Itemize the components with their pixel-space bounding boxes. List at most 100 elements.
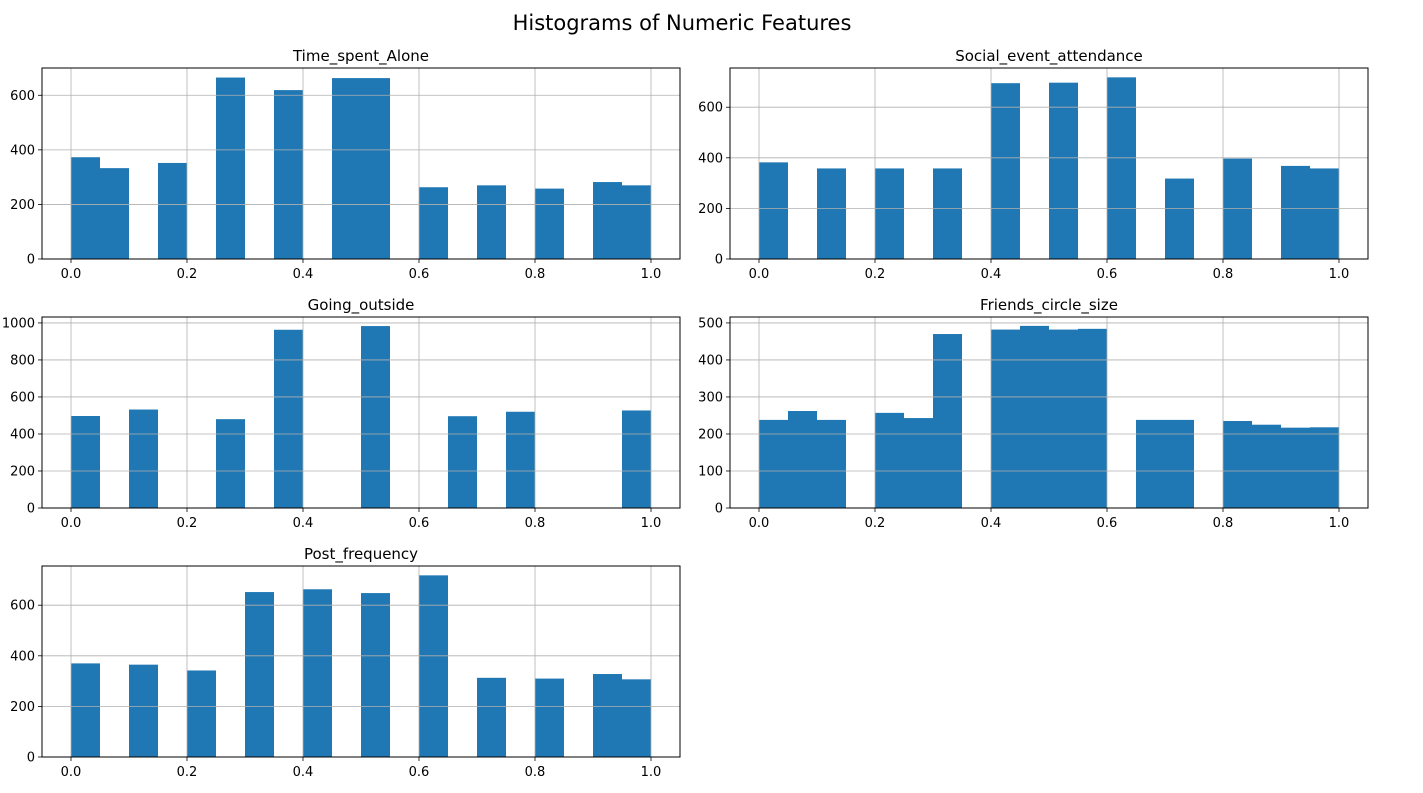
histogram-panel-4: Friends_circle_size 0.0 0.2 0.4 0.6 0.8 1.0 0 10… [698, 296, 1369, 531]
x-tick-label: 0.6 [409, 267, 430, 282]
histogram-bar [1310, 427, 1339, 508]
histogram-bar [1281, 165, 1310, 259]
x-tick-label: 0.6 [1097, 516, 1118, 531]
histogram-bar [759, 419, 788, 508]
histogram-bar [991, 329, 1020, 508]
histogram-bar [419, 187, 448, 259]
x-tick-label: 0.8 [525, 267, 546, 282]
y-tick-label: 300 [698, 390, 723, 405]
histogram-bar [875, 412, 904, 508]
histogram-bar [1165, 178, 1194, 259]
bars [71, 575, 651, 757]
histogram-bar [1252, 424, 1281, 508]
x-tick-label: 0.0 [61, 516, 82, 531]
histogram-bar [332, 78, 361, 259]
histogram-bar [506, 411, 535, 508]
bars [71, 77, 651, 259]
x-tick-label: 0.6 [1097, 267, 1118, 282]
x-tick-label: 0.4 [981, 516, 1002, 531]
histogram-bar [71, 663, 100, 757]
histogram-bar [216, 419, 245, 508]
y-tick-label: 400 [10, 143, 35, 158]
histogram-bar [1136, 419, 1165, 508]
axes-frame [41, 67, 681, 260]
y-tick-label: 0 [27, 751, 35, 766]
x-tick-label: 1.0 [641, 765, 662, 780]
x-tick-label: 0.2 [177, 765, 198, 780]
histogram-bar [1310, 168, 1339, 259]
histogram-bar [129, 664, 158, 757]
histogram-bar [158, 162, 187, 259]
y-tick-label: 600 [10, 390, 35, 405]
bars [759, 77, 1339, 259]
panel-title: Social_event_attendance [955, 47, 1143, 66]
histogram-bar [100, 168, 129, 259]
y-tick-label: 400 [698, 151, 723, 166]
bars [71, 326, 651, 508]
histogram-bar [1049, 329, 1078, 508]
histogram-bar [933, 334, 962, 508]
x-tick-label: 0.6 [409, 765, 430, 780]
histogram-panel-1: Time_spent_Alone 0.0 0.2 0.4 0.6 0.8 1.0 0 200 40… [10, 47, 681, 282]
histogram-bar [991, 83, 1020, 259]
histogram-bar [875, 168, 904, 259]
x-tick-label: 0.8 [1213, 267, 1234, 282]
histogram-panel-3: Going_outside 0.0 0.2 0.4 0.6 0.8 1.0 0 200 400 60… [2, 296, 681, 531]
histogram-bar [477, 677, 506, 757]
histogram-bar [535, 678, 564, 757]
histogram-bar [1281, 427, 1310, 508]
histogram-bar [933, 168, 962, 259]
histogram-bar [817, 168, 846, 259]
histogram-bar [361, 593, 390, 757]
histogram-bar [593, 674, 622, 757]
x-tick-label: 0.0 [61, 267, 82, 282]
y-tick-label: 0 [27, 502, 35, 517]
histogram-bar [622, 410, 651, 508]
histogram-bar [71, 157, 100, 259]
bars [759, 325, 1339, 508]
axes-frame [729, 316, 1369, 509]
histogram-panel-2: Social_event_attendance 0.0 0.2 0.4 0.6 0.8 1.… [698, 47, 1369, 282]
histogram-bar [622, 185, 651, 259]
panel-title: Going_outside [308, 296, 415, 315]
histogram-bar [904, 418, 933, 508]
histogram-bar [216, 77, 245, 259]
histogram-bar [419, 575, 448, 757]
axes-frame [729, 67, 1369, 260]
x-tick-label: 0.2 [865, 267, 886, 282]
histogram-bar [303, 589, 332, 757]
histogram-bar [245, 592, 274, 757]
axes-frame [41, 565, 681, 758]
histogram-bar [535, 188, 564, 259]
y-tick-label: 600 [10, 599, 35, 614]
x-tick-label: 0.8 [525, 516, 546, 531]
histogram-bar [448, 416, 477, 508]
histogram-bar [274, 90, 303, 259]
x-tick-label: 0.0 [749, 267, 770, 282]
x-tick-label: 1.0 [641, 516, 662, 531]
y-tick-label: 800 [10, 353, 35, 368]
histogram-bar [187, 670, 216, 757]
x-tick-label: 1.0 [641, 267, 662, 282]
histogram-bar [1078, 328, 1107, 508]
y-tick-label: 200 [10, 700, 35, 715]
histogram-bar [788, 411, 817, 508]
panels: Time_spent_Alone 0.0 0.2 0.4 0.6 0.8 1.0 0 200 40… [2, 47, 1369, 780]
x-tick-label: 0.4 [293, 516, 314, 531]
x-tick-label: 0.2 [865, 516, 886, 531]
y-tick-label: 1000 [2, 316, 35, 331]
panel-title: Post_frequency [304, 545, 418, 564]
histogram-panel-5: Post_frequency 0.0 0.2 0.4 0.6 0.8 1.0 0 200 400 6… [10, 545, 681, 780]
histogram-bar [817, 419, 846, 508]
y-tick-label: 200 [698, 427, 723, 442]
x-tick-label: 1.0 [1329, 516, 1350, 531]
histogram-bar [361, 326, 390, 508]
y-tick-label: 0 [715, 502, 723, 517]
x-tick-label: 0.0 [749, 516, 770, 531]
histogram-bar [759, 162, 788, 259]
histogram-bar [71, 416, 100, 508]
x-tick-label: 0.4 [293, 267, 314, 282]
histogram-bar [129, 409, 158, 508]
y-tick-label: 200 [10, 198, 35, 213]
